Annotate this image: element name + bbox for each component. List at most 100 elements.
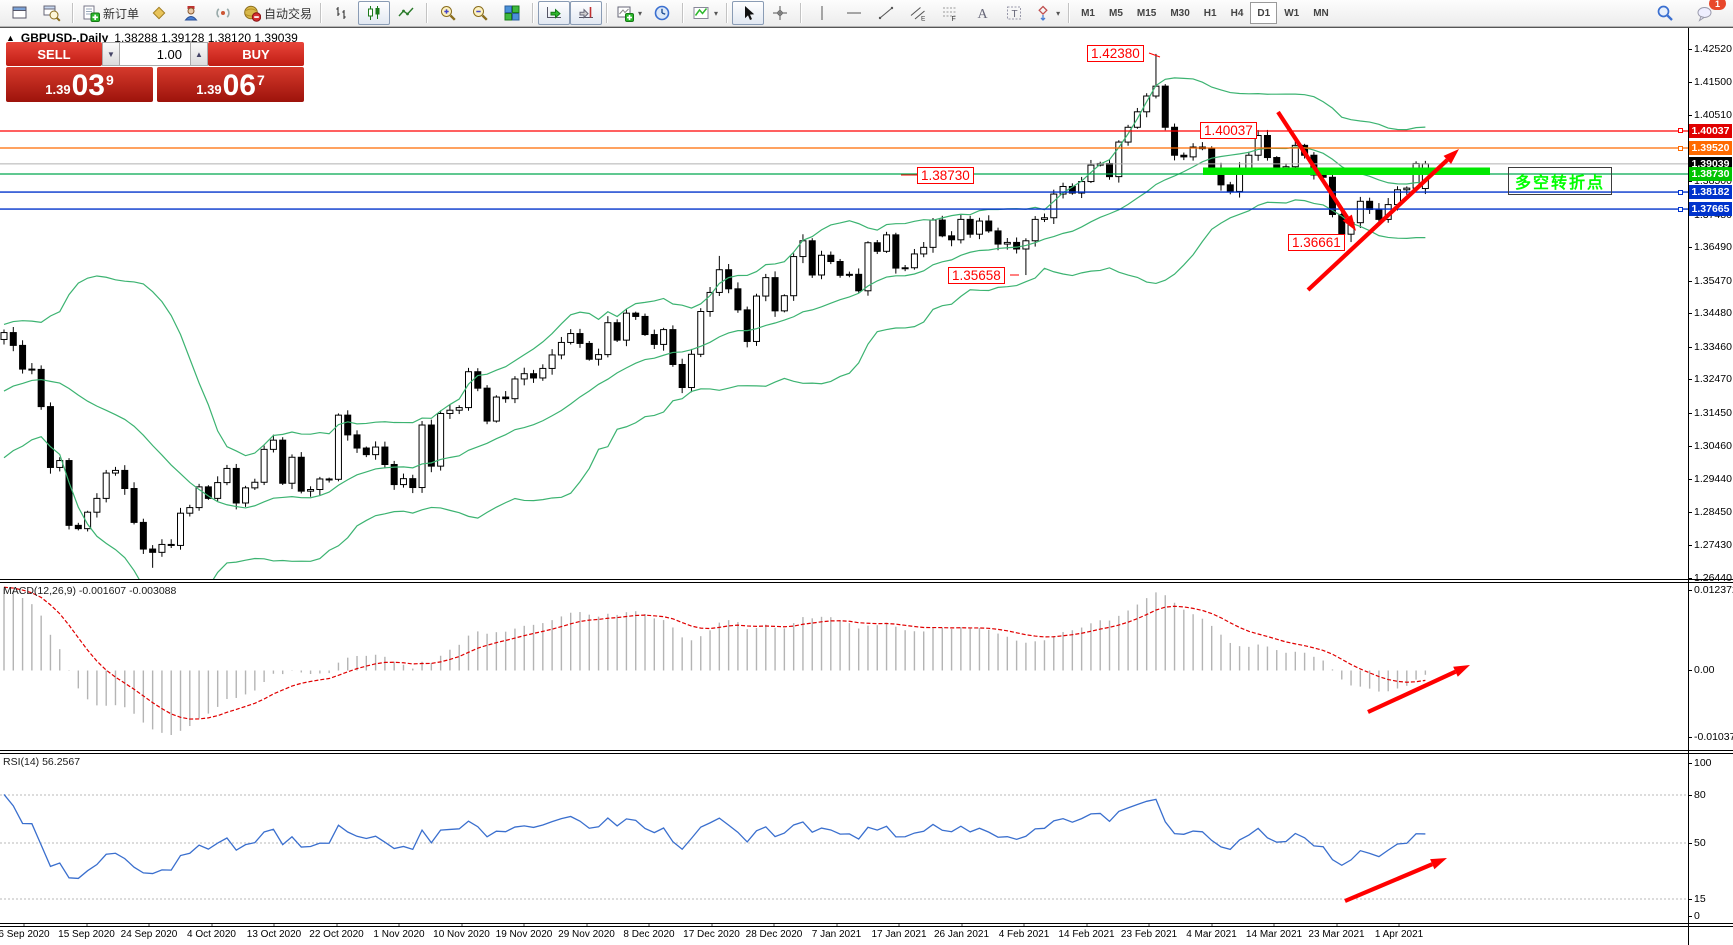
cursor-button[interactable] — [732, 1, 765, 25]
search-button[interactable] — [1649, 1, 1681, 25]
auto-trading-button[interactable]: 自动交易 — [239, 1, 316, 25]
date-tick — [711, 924, 712, 927]
new-chart-button[interactable]: ▾ — [612, 1, 646, 25]
expert-advisors-button[interactable] — [175, 1, 207, 25]
signals-button[interactable] — [207, 1, 239, 25]
bar-chart-button[interactable] — [326, 1, 358, 25]
timeframe-m1[interactable]: M1 — [1081, 7, 1095, 19]
timeframe-m15[interactable]: M15 — [1136, 7, 1157, 19]
chat-button[interactable]: 1 — [1689, 0, 1726, 25]
new-order-button[interactable]: 新订单 — [78, 1, 143, 25]
text-label-button[interactable]: T — [998, 1, 1030, 25]
line-chart-button[interactable] — [390, 1, 422, 25]
fibonacci-button[interactable]: F — [934, 1, 966, 25]
data-window-button[interactable] — [36, 1, 68, 25]
volume-up-button[interactable]: ▲ — [190, 42, 208, 66]
annotation-connector — [1148, 52, 1161, 58]
period-button[interactable] — [646, 1, 678, 25]
bars-icon — [333, 4, 351, 22]
timeframe-w1[interactable]: W1 — [1284, 7, 1300, 19]
hline-handle[interactable] — [1678, 206, 1683, 212]
hline-handle[interactable] — [1678, 189, 1683, 195]
chat-icon — [1696, 4, 1714, 22]
svg-text:T: T — [1012, 9, 1018, 20]
buy-price-display[interactable]: 1.39 06 7 — [157, 67, 304, 102]
buy-button[interactable]: BUY — [208, 42, 304, 66]
date-label: 23 Mar 2021 — [1308, 929, 1365, 940]
timeframe-mn[interactable]: MN — [1313, 7, 1329, 19]
timeframe-h1[interactable]: H1 — [1203, 7, 1217, 19]
sell-button[interactable]: SELL — [6, 42, 102, 66]
price-annotation[interactable]: 1.40037 — [1200, 122, 1257, 139]
volume-down-button[interactable]: ▼ — [102, 42, 120, 66]
price-annotation[interactable]: 1.36661 — [1288, 234, 1345, 251]
price-tick-mark — [1688, 346, 1692, 348]
new-chart-window-button[interactable] — [4, 1, 36, 25]
arrows-objects-button[interactable]: ▾ — [1030, 1, 1064, 25]
buy-price-big: 06 — [222, 69, 256, 102]
metaeditor-button[interactable] — [143, 1, 175, 25]
timeframe-d1[interactable]: D1 — [1250, 2, 1278, 24]
hline-handle[interactable] — [1678, 145, 1683, 151]
expert-icon — [182, 4, 200, 22]
tile-windows-button[interactable] — [496, 1, 528, 25]
date-tick — [461, 924, 462, 927]
vertical-line-button[interactable] — [806, 1, 838, 25]
zoom-out-button[interactable] — [464, 1, 496, 25]
timeframe-m5[interactable]: M5 — [1108, 7, 1123, 19]
price-up-arrow[interactable] — [1306, 149, 1459, 292]
pane-divider[interactable] — [0, 750, 1733, 751]
chevron-down-icon: ▾ — [714, 8, 719, 18]
zoom-in-button[interactable] — [432, 1, 464, 25]
macd-up-arrow[interactable] — [1367, 665, 1470, 714]
candlestick-chart-button[interactable] — [358, 1, 391, 25]
price-tick-label: 1.30460 — [1694, 439, 1732, 452]
bollinger-middle — [3, 146, 1426, 509]
indicators-button[interactable]: ▾ — [688, 1, 722, 25]
chart-shift-button[interactable] — [570, 1, 603, 25]
equidistant-channel-button[interactable]: E — [902, 1, 934, 25]
date-tick — [23, 924, 25, 927]
trendline-button[interactable] — [870, 1, 902, 25]
horizontal-line-button[interactable] — [838, 1, 870, 25]
axis-divider — [0, 923, 1733, 924]
toolbar-separator — [682, 3, 685, 23]
candles-icon — [365, 4, 383, 22]
cn-annotation[interactable]: 多空转折点 — [1508, 167, 1613, 195]
date-label: 14 Mar 2021 — [1245, 929, 1303, 940]
price-down-arrow[interactable] — [1276, 110, 1356, 231]
auto-scroll-button[interactable] — [538, 1, 571, 25]
price-tick-label: 1.28450 — [1694, 505, 1732, 518]
notification-badge: 1 — [1709, 0, 1726, 10]
date-label: 17 Jan 2021 — [871, 929, 927, 940]
crosshair-button[interactable] — [764, 1, 796, 25]
price-annotation[interactable]: 1.35658 — [948, 267, 1005, 284]
hline-handle[interactable] — [1678, 128, 1683, 134]
date-label: 24 Sep 2020 — [120, 929, 178, 940]
text-button[interactable]: A — [966, 1, 998, 25]
pane-divider[interactable] — [0, 579, 1733, 580]
svg-text:A: A — [978, 7, 989, 22]
rsi-pane[interactable] — [0, 794, 1688, 900]
volume-input[interactable]: 1.00 — [120, 42, 190, 66]
rsi-tick-mark — [1688, 898, 1692, 900]
price-badge: 1.37665 — [1689, 202, 1732, 217]
main-pane[interactable] — [0, 53, 1688, 615]
price-tick-mark — [1688, 181, 1692, 183]
timeframe-m30[interactable]: M30 — [1170, 7, 1190, 19]
sell-price-display[interactable]: 1.39 03 9 — [6, 67, 153, 102]
price-tick-mark — [1688, 82, 1692, 84]
win-icon — [11, 4, 29, 22]
sell-price-big: 03 — [71, 69, 105, 102]
support-zone-segment[interactable] — [1203, 167, 1490, 175]
price-tick-label: 1.36490 — [1694, 241, 1732, 254]
timeframe-h4[interactable]: H4 — [1230, 7, 1244, 19]
sell-price-pip: 9 — [105, 72, 114, 88]
price-annotation[interactable]: 1.38730 — [917, 167, 974, 184]
price-annotation[interactable]: 1.42380 — [1087, 45, 1144, 62]
rsi-up-arrow[interactable] — [1344, 858, 1447, 903]
macd-pane[interactable] — [3, 586, 1427, 735]
channel-icon: E — [909, 4, 927, 22]
collapse-arrow-icon[interactable]: ▲ — [6, 33, 15, 43]
